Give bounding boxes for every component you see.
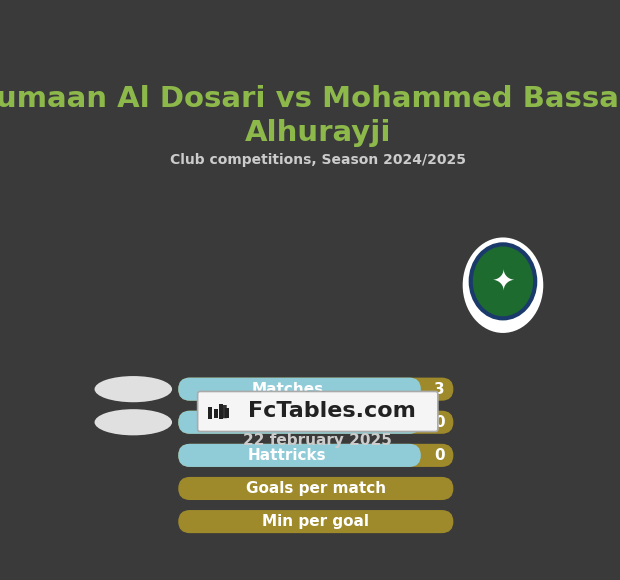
FancyBboxPatch shape	[179, 411, 421, 434]
FancyBboxPatch shape	[179, 477, 453, 500]
Text: 3: 3	[434, 382, 445, 397]
FancyBboxPatch shape	[179, 378, 453, 401]
Text: Goals per match: Goals per match	[246, 481, 386, 496]
Text: Goals: Goals	[264, 415, 311, 430]
Ellipse shape	[471, 244, 535, 318]
FancyBboxPatch shape	[219, 404, 223, 419]
Text: ▐: ▐	[216, 405, 226, 418]
Text: Club competitions, Season 2024/2025: Club competitions, Season 2024/2025	[170, 154, 466, 168]
FancyBboxPatch shape	[179, 411, 453, 434]
Text: 0: 0	[434, 415, 445, 430]
Text: Alhurayji: Alhurayji	[244, 119, 391, 147]
FancyBboxPatch shape	[208, 407, 212, 419]
Text: FcTables.com: FcTables.com	[248, 401, 415, 422]
Text: Min per goal: Min per goal	[262, 514, 370, 529]
Text: Matches: Matches	[251, 382, 324, 397]
Text: 0: 0	[434, 448, 445, 463]
FancyBboxPatch shape	[214, 409, 218, 418]
FancyBboxPatch shape	[198, 392, 438, 432]
FancyBboxPatch shape	[224, 408, 229, 418]
FancyBboxPatch shape	[179, 510, 453, 533]
FancyBboxPatch shape	[179, 378, 421, 401]
Ellipse shape	[95, 376, 172, 403]
Text: 22 february 2025: 22 february 2025	[243, 433, 392, 448]
Ellipse shape	[95, 409, 172, 436]
Text: Hattricks: Hattricks	[248, 448, 327, 463]
Ellipse shape	[463, 237, 543, 333]
Text: Jumaan Al Dosari vs Mohammed Bassam: Jumaan Al Dosari vs Mohammed Bassam	[0, 85, 620, 113]
FancyBboxPatch shape	[179, 444, 453, 467]
Text: ✦: ✦	[491, 267, 515, 295]
FancyBboxPatch shape	[179, 444, 421, 467]
